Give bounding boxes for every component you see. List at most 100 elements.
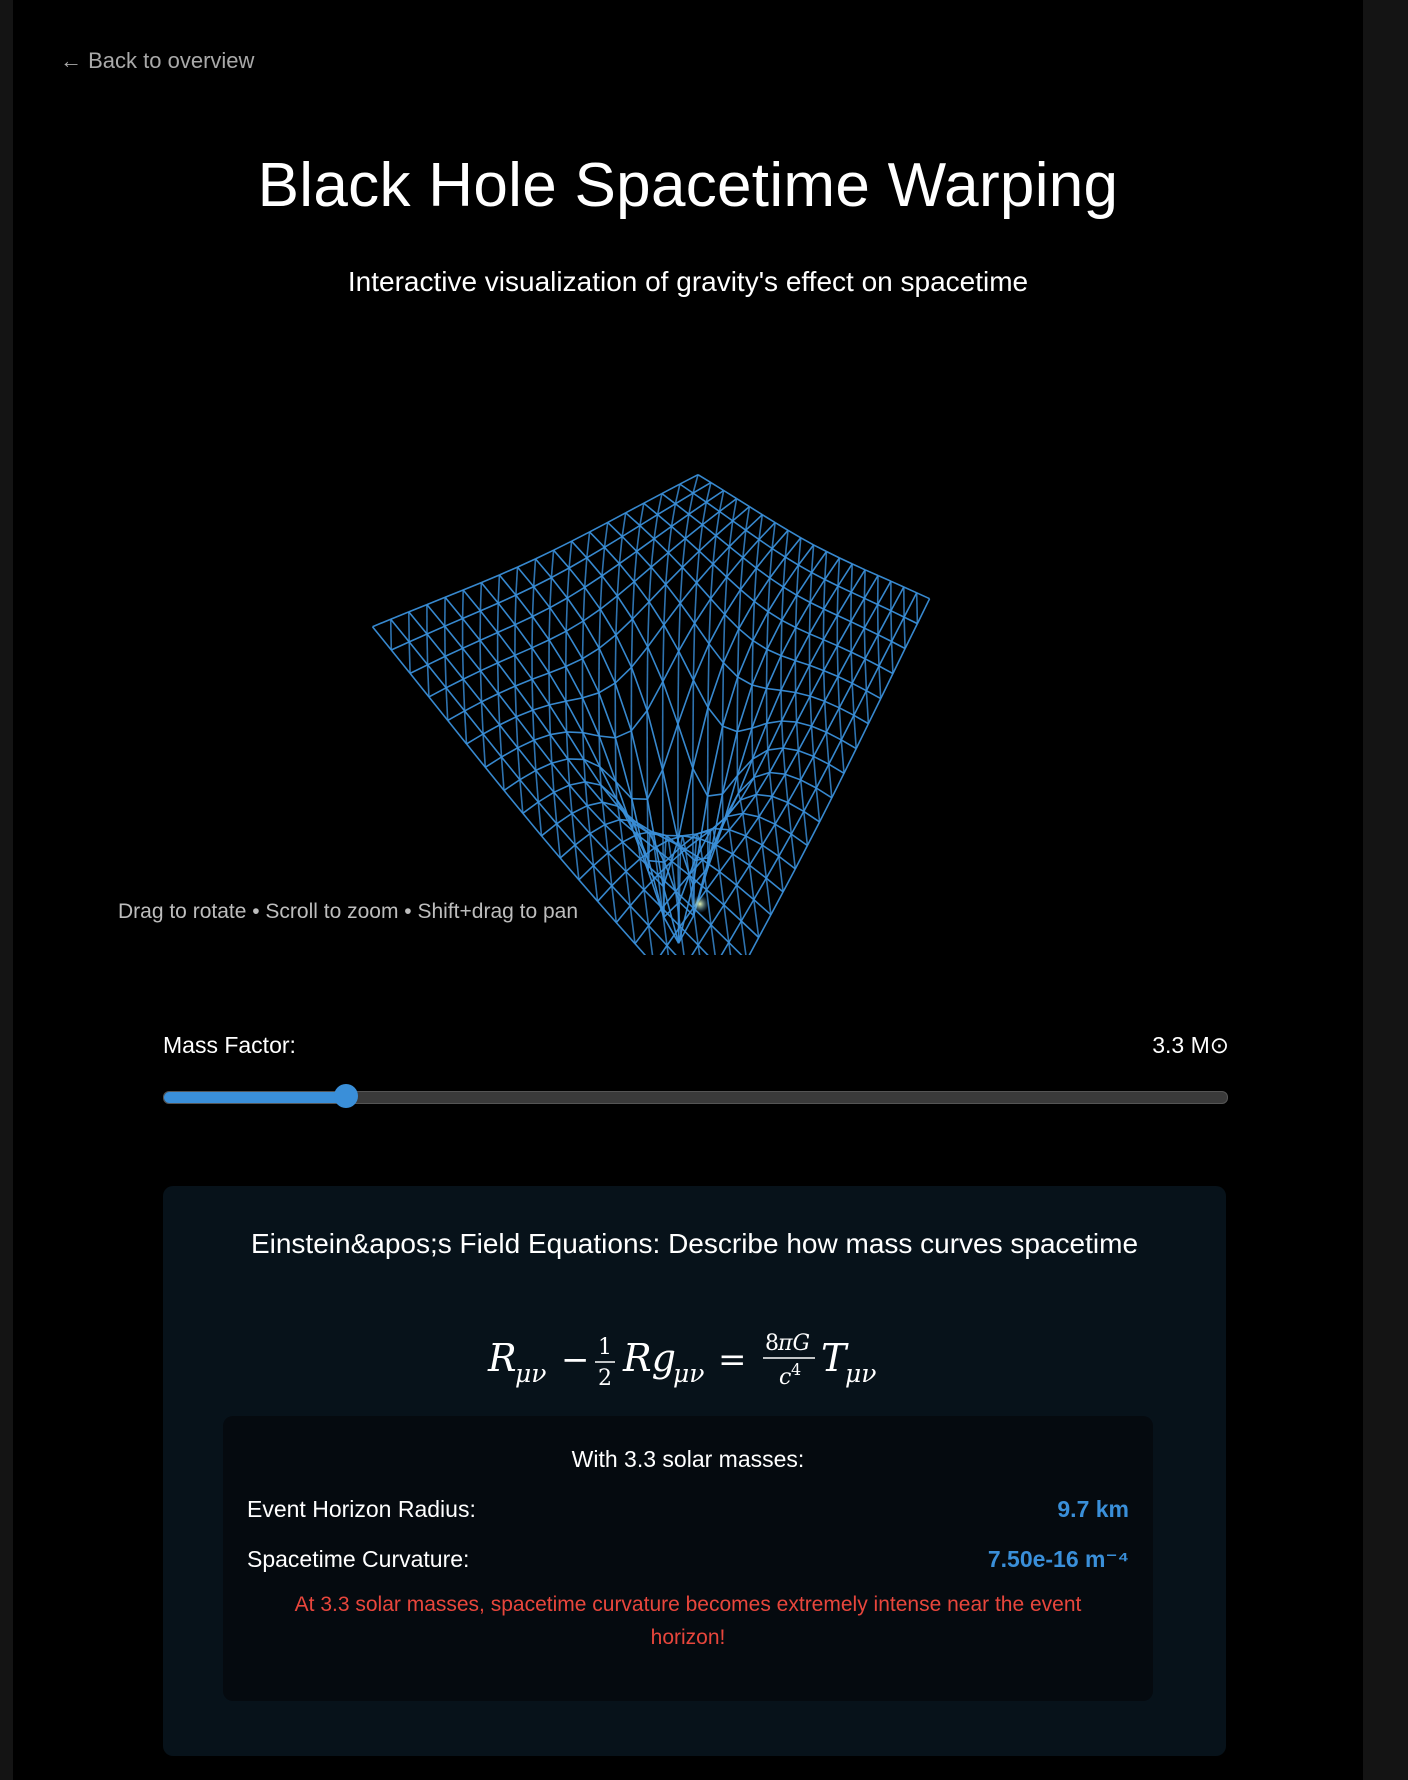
grid-line xyxy=(751,728,754,760)
grid-line xyxy=(681,550,700,568)
grid-line xyxy=(735,885,743,922)
grid-line xyxy=(812,756,818,789)
grid-line xyxy=(519,779,524,814)
spacetime-grid[interactable] xyxy=(113,400,1113,955)
grid-line xyxy=(853,714,869,725)
grid-line xyxy=(761,844,780,857)
grid-line xyxy=(501,747,519,758)
grid-line xyxy=(497,602,516,626)
grid-line xyxy=(878,665,882,699)
grid-line xyxy=(781,619,797,629)
grid-line xyxy=(758,816,764,846)
spacetime-canvas[interactable] xyxy=(113,400,1113,955)
grid-line xyxy=(688,874,708,891)
grid-line xyxy=(653,538,669,554)
grid-line xyxy=(822,645,839,671)
grid-line xyxy=(517,739,535,749)
grid-line xyxy=(657,503,676,516)
grid-line xyxy=(615,781,633,800)
grid-line xyxy=(619,818,638,836)
grid-line xyxy=(864,658,868,691)
grid-line xyxy=(514,595,517,625)
grid-line xyxy=(625,871,631,906)
grid-line xyxy=(611,870,627,887)
grid-line xyxy=(653,847,673,862)
grid-line xyxy=(712,827,730,831)
grid-line xyxy=(549,597,568,609)
grid-line xyxy=(617,806,621,820)
grid-line xyxy=(500,756,505,791)
back-to-overview-link[interactable]: ← Back to overview xyxy=(60,48,255,73)
grid-line xyxy=(586,546,605,559)
grid-line xyxy=(568,557,588,569)
grid-line xyxy=(592,865,599,902)
mass-slider-thumb[interactable] xyxy=(333,1084,358,1108)
grid-line xyxy=(515,567,519,596)
grid-line xyxy=(707,707,724,727)
grid-line xyxy=(794,664,811,693)
event-horizon-value: 9.7 km xyxy=(1057,1496,1129,1522)
grid-line xyxy=(740,920,760,939)
grid-line xyxy=(463,710,484,735)
grid-line xyxy=(865,665,880,692)
grid-line xyxy=(795,626,810,635)
grid-line xyxy=(462,670,481,680)
grid-line xyxy=(749,864,767,879)
grid-line xyxy=(484,766,505,791)
grid-line xyxy=(566,731,583,734)
grid-line xyxy=(597,885,613,902)
grid-line xyxy=(693,582,698,624)
grid-line xyxy=(480,701,484,735)
grid-line xyxy=(408,633,428,643)
grid-line xyxy=(409,664,428,675)
grid-line xyxy=(726,799,741,818)
grid-line xyxy=(692,474,699,494)
grid-line xyxy=(663,584,667,625)
grid-line xyxy=(541,823,558,837)
grid-line xyxy=(742,812,760,818)
grid-line xyxy=(515,585,535,596)
grid-line xyxy=(531,647,550,674)
grid-line xyxy=(709,563,714,599)
grid-line xyxy=(596,900,617,924)
grid-line xyxy=(851,683,855,716)
grid-line xyxy=(794,595,798,628)
grid-line xyxy=(823,608,838,617)
grid-line xyxy=(695,563,714,584)
grid-line xyxy=(639,858,659,876)
grid-line xyxy=(837,651,852,677)
grid-line xyxy=(798,564,812,574)
grid-line xyxy=(586,531,591,558)
grid-line xyxy=(780,720,784,749)
grid-line xyxy=(698,838,704,860)
grid-line xyxy=(681,538,687,568)
window-edge-left xyxy=(0,0,13,1780)
grid-line xyxy=(567,758,571,786)
grid-line xyxy=(863,575,879,599)
grid-line xyxy=(784,774,789,803)
grid-line xyxy=(614,634,617,684)
grid-line xyxy=(707,662,725,708)
grid-line xyxy=(766,720,782,725)
grid-line xyxy=(615,595,619,635)
grid-line xyxy=(877,580,892,605)
grid-line xyxy=(479,670,483,702)
grid-line xyxy=(781,594,798,621)
grid-line xyxy=(533,740,537,771)
svg-text:=: = xyxy=(718,1340,747,1380)
grid-line xyxy=(810,551,828,574)
grid-line xyxy=(758,795,773,818)
grid-line xyxy=(617,805,636,822)
grid-line xyxy=(601,563,620,577)
grid-line xyxy=(877,610,892,636)
grid-line xyxy=(634,820,653,833)
grid-line xyxy=(497,594,517,604)
grid-line xyxy=(444,655,464,680)
grid-line xyxy=(654,839,669,849)
grid-line xyxy=(748,505,763,516)
grid-line xyxy=(517,558,536,568)
grid-line xyxy=(514,647,533,657)
scrollbar-area[interactable] xyxy=(1363,0,1408,1780)
mass-slider-track[interactable] xyxy=(163,1091,1228,1104)
grid-line xyxy=(771,796,776,825)
